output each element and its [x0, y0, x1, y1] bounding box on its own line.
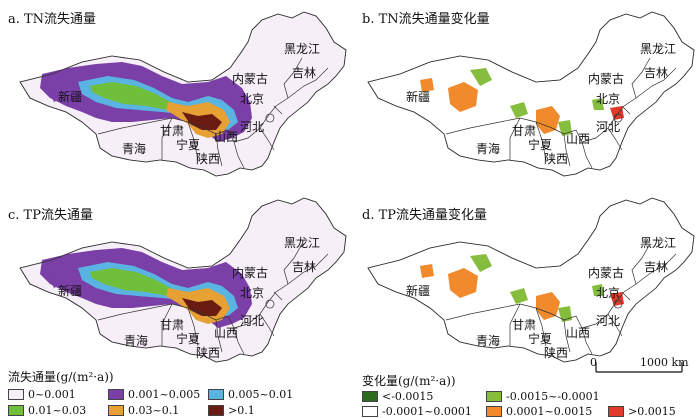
label-xinjiang: 新疆	[406, 90, 431, 104]
legend-swatch	[608, 406, 624, 417]
label-jilin: 吉林	[292, 66, 317, 80]
legend-change-item: >0.0015	[608, 405, 676, 418]
label-jilin: 吉林	[644, 66, 669, 80]
label-jilin: 吉林	[644, 260, 669, 274]
label-beijing: 北京	[596, 92, 621, 106]
legend-flux-item: 0.03~0.1	[108, 404, 179, 417]
label-shaanxi: 陕西	[196, 346, 221, 360]
legend-label: 0.03~0.1	[128, 404, 180, 417]
legend-swatch	[108, 389, 124, 400]
scale-bar	[595, 362, 683, 373]
label-beijing: 北京	[240, 286, 265, 300]
label-gansu: 甘肃	[160, 318, 185, 332]
legend-swatch	[8, 405, 24, 416]
label-qinghai: 青海	[124, 334, 149, 348]
label-hebei: 河北	[596, 120, 621, 134]
label-beijing: 北京	[240, 92, 265, 106]
legend-swatch	[8, 389, 24, 400]
label-jilin: 吉林	[292, 260, 317, 274]
label-shaanxi: 陕西	[196, 152, 221, 166]
label-shanxi: 山西	[214, 130, 239, 144]
label-neimenggu: 内蒙古	[232, 266, 269, 280]
label-shanxi: 山西	[566, 326, 591, 340]
legend-label: >0.1	[228, 404, 255, 417]
legend-label: 0.001~0.005	[128, 388, 201, 401]
panel-title-c: c. TP流失通量	[8, 208, 93, 223]
legend-swatch	[486, 406, 502, 417]
label-hebei: 河北	[596, 314, 621, 328]
label-xinjiang: 新疆	[58, 284, 83, 298]
label-ningxia: 宁夏	[176, 332, 201, 346]
legend-flux-item: 0.001~0.005	[108, 388, 200, 401]
label-shanxi: 山西	[214, 326, 239, 340]
label-xinjiang: 新疆	[58, 90, 83, 104]
label-gansu: 甘肃	[512, 124, 537, 138]
legend-change-item: 0.0001~0.0015	[486, 405, 592, 418]
label-heilongjiang: 黑龙江	[640, 236, 677, 250]
legend-label: >0.0015	[628, 405, 676, 418]
panel-title-b: b. TN流失通量变化量	[362, 12, 490, 27]
legend-label: -0.0015~-0.0001	[506, 390, 600, 403]
legend-swatch	[208, 405, 224, 416]
legend-flux-item: 0.01~0.03	[8, 404, 86, 417]
label-neimenggu: 内蒙古	[588, 72, 625, 86]
label-heilongjiang: 黑龙江	[284, 236, 321, 250]
label-beijing: 北京	[596, 286, 621, 300]
legend-label: <-0.0015	[382, 390, 434, 403]
label-shanxi: 山西	[566, 132, 591, 146]
legend-swatch	[208, 389, 224, 400]
scale-bar-start: 0	[590, 356, 597, 369]
legend-flux-item: 0.005~0.01	[208, 388, 293, 401]
label-gansu: 甘肃	[512, 318, 537, 332]
legend-flux-title: 流失通量(g/(m²·a))	[8, 370, 114, 384]
label-gansu: 甘肃	[160, 124, 185, 138]
legend-swatch	[362, 391, 378, 402]
label-hebei: 河北	[240, 120, 265, 134]
label-xinjiang: 新疆	[406, 284, 431, 298]
label-ningxia: 宁夏	[176, 138, 201, 152]
legend-label: -0.0001~0.0001	[382, 405, 472, 418]
label-qinghai: 青海	[122, 142, 147, 156]
legend-change-item: -0.0001~0.0001	[362, 405, 472, 418]
label-shaanxi: 陕西	[544, 152, 569, 166]
legend-swatch	[362, 406, 378, 417]
legend-change-item: <-0.0015	[362, 390, 433, 403]
label-ningxia: 宁夏	[528, 332, 553, 346]
label-qinghai: 青海	[476, 334, 501, 348]
legend-label: 0.0001~0.0015	[506, 405, 593, 418]
label-qinghai: 青海	[476, 142, 501, 156]
label-heilongjiang: 黑龙江	[640, 42, 677, 56]
label-shaanxi: 陕西	[544, 346, 569, 360]
scale-bar-end: 1000 km	[640, 356, 689, 369]
label-ningxia: 宁夏	[528, 138, 553, 152]
panel-title-d: d. TP流失通量变化量	[362, 208, 488, 223]
legend-swatch	[108, 405, 124, 416]
legend-label: 0~0.001	[28, 388, 76, 401]
legend-change-item: -0.0015~-0.0001	[486, 390, 600, 403]
label-heilongjiang: 黑龙江	[284, 42, 321, 56]
legend-change-title: 变化量(g/(m²·a))	[362, 374, 456, 388]
legend-flux-item: 0~0.001	[8, 388, 76, 401]
legend-label: 0.005~0.01	[228, 388, 294, 401]
legend-flux-item: >0.1	[208, 404, 255, 417]
legend-swatch	[486, 391, 502, 402]
label-neimenggu: 内蒙古	[588, 266, 625, 280]
label-neimenggu: 内蒙古	[232, 72, 269, 86]
label-hebei: 河北	[240, 314, 265, 328]
legend-label: 0.01~0.03	[28, 404, 87, 417]
panel-title-a: a. TN流失通量	[8, 12, 97, 27]
